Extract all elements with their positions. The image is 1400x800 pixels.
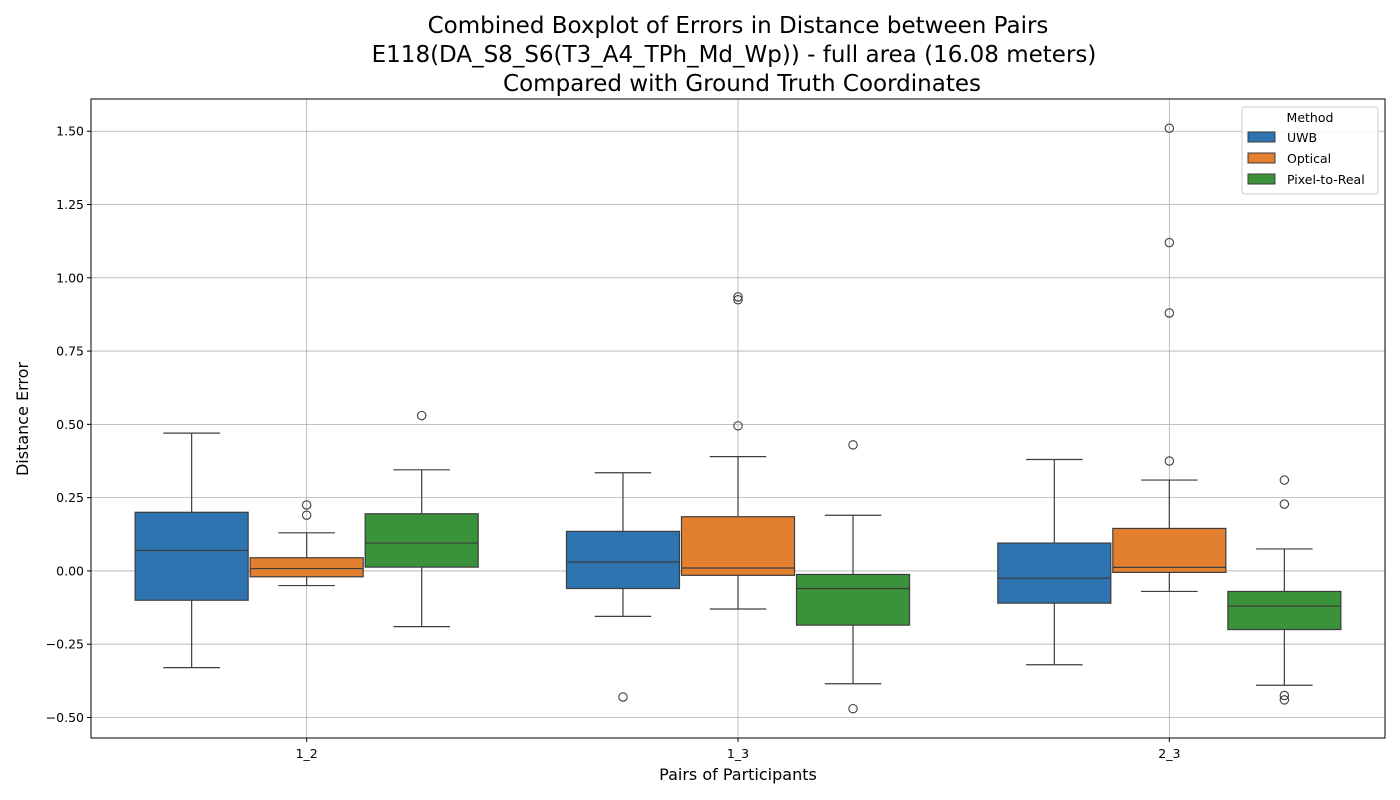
legend-items: UWB Optical Pixel-to-Real [1247,130,1365,187]
legend-label-UWB: UWB [1287,130,1317,145]
outlier-point [1279,695,1290,705]
legend: Method UWB Optical Pixel-to-Real [1241,106,1379,195]
y-axis-ticks: −0.50 −0.25 0.00 0.25 0.50 0.75 1.00 1.25 1.50 [46,124,91,725]
outlier-point [733,295,743,305]
chart-title-line-2: E118(DA_S8_S6(T3_A4_TPh_Md_Wp)) - full a… [372,42,1097,68]
y-tick-label: 0.25 [56,490,84,505]
box-iqr [134,511,249,601]
box-UWB-1_2 [134,432,249,669]
x-tick-label: 2_3 [1158,746,1180,761]
legend-frame [1241,106,1379,195]
outlier-point [733,292,743,302]
outlier-point [1279,690,1290,701]
box-Optical-2_3 [1112,123,1227,593]
outlier-point [1279,499,1290,509]
chart-title-line-1: Combined Boxplot of Errors in Distance b… [428,13,1049,39]
y-axis-label: Distance Error [13,362,32,476]
outlier-point [1164,308,1175,318]
box-iqr [997,542,1112,604]
outlier-point [848,703,858,714]
legend-swatch-Optical [1247,152,1276,164]
y-tick-label: 1.50 [56,124,84,139]
outlier-point [416,410,427,421]
outlier-point [848,440,858,450]
box-UWB-1_3 [565,472,681,702]
outlier-point [733,421,743,431]
outlier-point [1164,123,1175,134]
outlier-point [1164,456,1175,466]
legend-swatch-Pixel-to-Real [1247,173,1276,185]
chart-title-line-3: Compared with Ground Truth Coordinates [503,71,981,97]
box-iqr [1112,527,1227,573]
y-tick-label: 1.00 [56,270,84,285]
grid [91,99,1385,738]
outlier-point [301,510,312,520]
box-Pixel-to-Real-1_2 [364,410,479,628]
box-iqr [680,516,796,576]
outlier-point [618,692,628,702]
x-axis-label: Pairs of Participants [659,765,817,784]
legend-label-Optical: Optical [1287,151,1331,166]
box-Optical-1_3 [680,292,796,610]
x-tick-label: 1_2 [296,746,318,761]
y-tick-label: 0.50 [56,417,84,432]
boxes [134,123,1342,714]
y-tick-label: 0.75 [56,344,84,359]
box-Pixel-to-Real-2_3 [1227,475,1342,705]
legend-title: Method [1287,110,1334,125]
box-Pixel-to-Real-1_3 [795,440,911,714]
box-Optical-1_2 [249,500,364,587]
y-tick-label: 0.00 [56,563,84,578]
legend-label-Pixel-to-Real: Pixel-to-Real [1287,172,1365,187]
outlier-point [1164,237,1175,248]
x-axis-ticks: 1_2 1_3 2_3 [296,738,1180,761]
outlier-point [1279,475,1290,485]
box-iqr [1227,590,1342,631]
box-iqr [795,573,911,626]
y-tick-label: 1.25 [56,197,84,212]
box-iqr [249,557,364,578]
plot-frame [90,98,1386,739]
y-tick-label: −0.50 [46,710,84,725]
legend-swatch-UWB [1247,131,1276,143]
outlier-point [301,500,312,510]
box-UWB-2_3 [997,458,1112,666]
y-tick-label: −0.25 [46,637,84,652]
x-tick-label: 1_3 [727,746,749,761]
box-iqr [565,530,681,590]
box-iqr [364,513,479,568]
